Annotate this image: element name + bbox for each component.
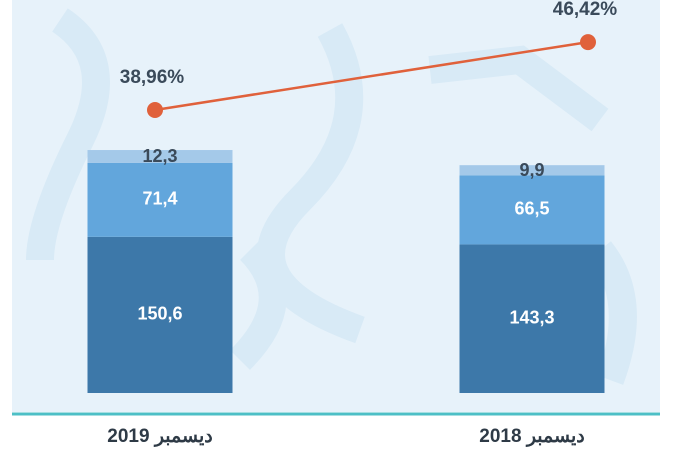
x-tick-label: ديسمبر 2018 [479,426,584,447]
data-label: 71,4 [142,189,177,209]
data-label: 66,5 [514,199,549,219]
data-label: 143,3 [509,307,554,327]
line-point [580,34,596,50]
line-point [147,102,163,118]
data-label: 9,9 [519,160,544,180]
chart: 150,6 71,4 12,3 ديسمبر 2019 143,3 66,5 9,9 ديسم… [0,0,673,452]
line-label: 38,96% [120,67,185,88]
data-label: 150,6 [137,304,182,324]
data-label: 12,3 [142,146,177,166]
x-tick-label: ديسمبر 2019 [107,426,212,447]
line-label: 46,42% [553,0,618,20]
